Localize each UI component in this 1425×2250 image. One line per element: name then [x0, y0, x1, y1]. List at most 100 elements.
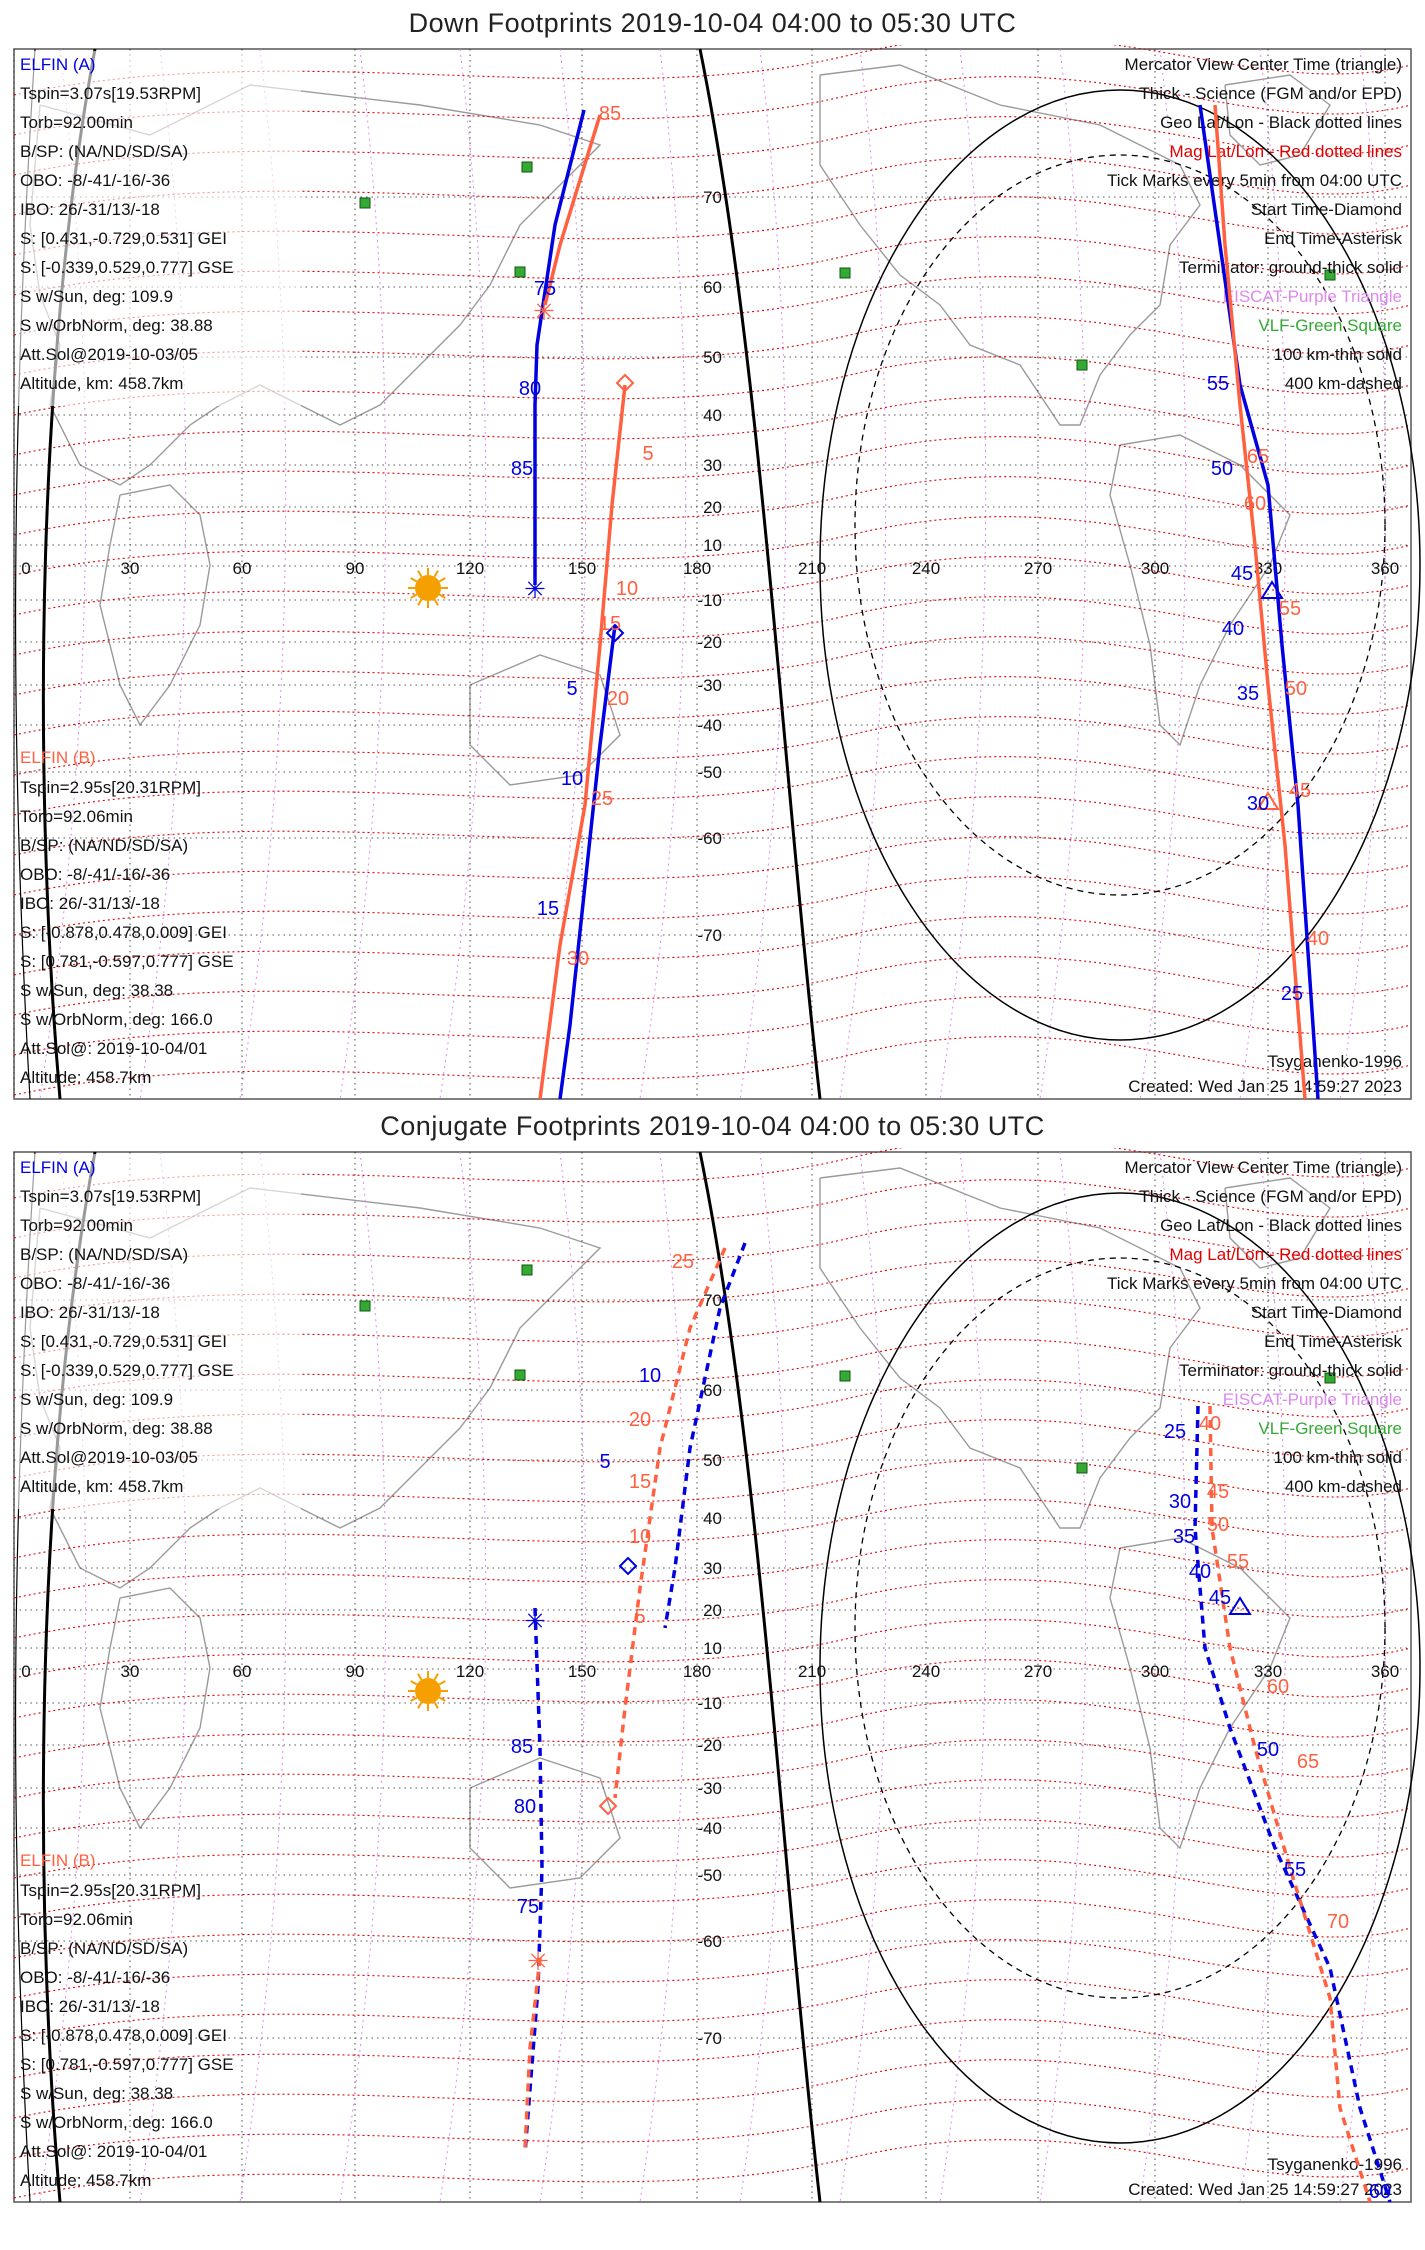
lon-label: 0 — [21, 559, 30, 578]
elfin-a-info-line: Altitude, km: 458.7km — [20, 374, 183, 393]
mag-latitude-line — [13, 1499, 1412, 1559]
created-timestamp: Created: Wed Jan 25 14:59:27 2023 — [1128, 2180, 1402, 2199]
lat-label: -70 — [697, 2029, 722, 2048]
panel-title-conjugate: Conjugate Footprints 2019-10-04 04:00 to… — [380, 1111, 1045, 1141]
elfin-a-tick-label: 25 — [1281, 983, 1303, 1005]
legend-line: Mag Lat/Lon - Red dotted lines — [1170, 142, 1402, 161]
elfin-a-tick-label: 60 — [1369, 2181, 1391, 2203]
elfin-a-info-line: Att.Sol@2019-10-03/05 — [20, 1448, 198, 1467]
mag-meridian — [1239, 1151, 1287, 2203]
sun-ray — [433, 1673, 439, 1681]
vlf-square-icon — [359, 1300, 371, 1312]
lon-label: 240 — [912, 1662, 940, 1681]
elfin-b-info-line: S: [0.781,-0.597,0.777] GSE — [20, 952, 234, 971]
mag-latitude-line — [13, 796, 1412, 856]
sun-ray — [433, 570, 439, 578]
mag-latitude-line — [13, 1539, 1412, 1599]
lat-label: -10 — [697, 591, 722, 610]
coastline — [99, 484, 211, 727]
lat-label: -40 — [697, 716, 722, 735]
elfin-b-name: ELFIN (B) — [20, 1851, 96, 1870]
legend-line: VLF-Green Square — [1258, 316, 1402, 335]
elfin-b-info-line: S w/Sun, deg: 38.38 — [20, 2084, 173, 2103]
elfin-b-info-line: S: [-0.878,0.478,0.009] GEI — [20, 2026, 227, 2045]
elfin-a-tick-label: 25 — [1164, 1421, 1186, 1443]
mag-meridian — [839, 48, 887, 1100]
mag-latitude-line — [13, 876, 1412, 936]
mag-latitude-line — [13, 556, 1412, 616]
mag-meridian — [439, 48, 487, 1100]
elfin-a-tick-label: 40 — [1189, 1561, 1211, 1583]
lon-label: 270 — [1024, 1662, 1052, 1681]
legend-line: Start Time-Diamond — [1251, 1303, 1402, 1322]
elfin-b-tick-label: 65 — [1297, 1751, 1319, 1773]
mag-meridian — [739, 1151, 787, 2203]
elfin-b-track — [538, 384, 627, 1100]
sun-ray — [417, 570, 423, 578]
legend-line: Geo Lat/Lon - Black dotted lines — [1160, 1216, 1402, 1235]
lon-label: 180 — [683, 559, 711, 578]
lon-label: 360 — [1371, 1662, 1399, 1681]
elfin-a-tick-label: 45 — [1231, 563, 1253, 585]
elfin-b-tick-label: 10 — [629, 1526, 651, 1548]
elfin-a-tick-label: 30 — [1169, 1491, 1191, 1513]
footprint-100km-circle — [819, 89, 1421, 1041]
elfin-b-info-line: S w/Sun, deg: 38.38 — [20, 981, 173, 1000]
lat-label: 70 — [703, 188, 722, 207]
elfin-a-info-line: S w/OrbNorm, deg: 38.88 — [20, 1419, 213, 1438]
legend-line: Geo Lat/Lon - Black dotted lines — [1160, 113, 1402, 132]
vlf-square-icon — [1076, 359, 1088, 371]
vlf-square-icon — [521, 1264, 533, 1276]
vlf-square-icon — [521, 161, 533, 173]
elfin-a-info-line: S w/Sun, deg: 109.9 — [20, 287, 173, 306]
coastline — [1109, 434, 1291, 747]
elfin-a-info-line: Tspin=3.07s[19.53RPM] — [20, 84, 201, 103]
mag-latitude-line — [13, 1036, 1412, 1096]
lat-label: 10 — [703, 1639, 722, 1658]
vlf-square-icon — [1324, 1372, 1336, 1384]
legend-line: 100 km-thin solid — [1273, 1448, 1402, 1467]
elfin-b-start-diamond-icon — [598, 1796, 618, 1816]
elfin-b-info-line: Altitude: 458.7km — [20, 1068, 151, 1087]
mag-latitude-line — [13, 1939, 1412, 1999]
lon-label: 90 — [346, 559, 365, 578]
footprint-400km-circle — [854, 1257, 1386, 1999]
elfin-b-info-line: S w/OrbNorm, deg: 166.0 — [20, 1010, 213, 1029]
coastline — [99, 1587, 211, 1830]
elfin-a-info-line: B/SP: (NA/ND/SD/SA) — [20, 142, 188, 161]
elfin-b-tick-label: 40 — [1307, 928, 1329, 950]
elfin-a-info-line: Att.Sol@2019-10-03/05 — [20, 345, 198, 364]
elfin-b-info-line: Altitude: 458.7km — [20, 2171, 151, 2190]
elfin-a-tick-label: 5 — [599, 1451, 610, 1473]
mag-meridian — [39, 48, 87, 1100]
elfin-a-tick-label: 35 — [1173, 1526, 1195, 1548]
mag-latitude-line — [13, 596, 1412, 656]
lon-label: 180 — [683, 1662, 711, 1681]
elfin-a-info-line: OBO: -8/-41/-16/-36 — [20, 1274, 170, 1293]
vlf-square-icon — [1076, 1462, 1088, 1474]
lat-label: -20 — [697, 1736, 722, 1755]
mag-meridian — [39, 1151, 87, 2203]
elfin-a-tick-label: 80 — [514, 1796, 536, 1818]
lat-label: 50 — [703, 1451, 722, 1470]
lat-label: -50 — [697, 1866, 722, 1885]
lat-label: 60 — [703, 278, 722, 297]
mag-latitude-line — [13, 956, 1412, 1016]
elfin-b-tick-label: 50 — [1285, 678, 1307, 700]
legend-line: Mercator View Center Time (triangle) — [1125, 55, 1402, 74]
elfin-b-end-asterisk: ✳ — [533, 296, 555, 326]
mag-meridian — [1139, 1151, 1187, 2203]
lat-label: 30 — [703, 456, 722, 475]
legend-line: 100 km-thin solid — [1273, 345, 1402, 364]
vlf-square-icon — [839, 267, 851, 279]
mag-latitude-line — [13, 836, 1412, 896]
lon-label: 360 — [1371, 559, 1399, 578]
lat-label: 70 — [703, 1291, 722, 1310]
legend-line: Mag Lat/Lon - Red dotted lines — [1170, 1245, 1402, 1264]
sun-ray — [438, 577, 446, 583]
legend-line: EISCAT-Purple Triangle — [1223, 287, 1402, 306]
sun-ray — [433, 598, 439, 606]
mag-latitude-line — [13, 1619, 1412, 1679]
elfin-a-info-line: S w/Sun, deg: 109.9 — [20, 1390, 173, 1409]
mag-meridian — [1339, 1151, 1387, 2203]
